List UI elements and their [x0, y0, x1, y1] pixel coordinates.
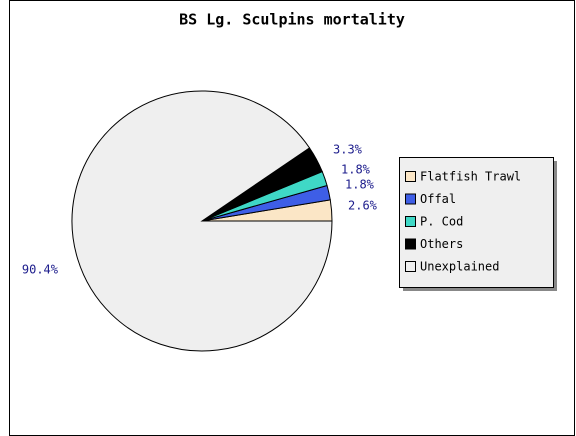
legend-label: Offal — [420, 192, 456, 206]
legend-label: Flatfish Trawl — [420, 170, 521, 184]
chart-title: BS Lg. Sculpins mortality — [179, 11, 405, 29]
data-label: 3.3% — [333, 143, 363, 157]
pie-slice — [71, 90, 333, 352]
legend-swatch — [405, 238, 416, 250]
legend-swatch — [405, 261, 416, 272]
legend-swatch — [405, 171, 416, 182]
legend-label: Others — [420, 237, 463, 251]
legend-label: P. Cod — [420, 215, 463, 229]
data-label: 90.4% — [22, 263, 59, 277]
legend — [399, 157, 554, 288]
data-label: 1.8% — [345, 178, 375, 192]
legend-swatch — [405, 216, 416, 227]
data-label: 2.6% — [348, 199, 378, 213]
legend-label: Unexplained — [420, 260, 499, 274]
data-label: 1.8% — [341, 163, 371, 177]
legend-swatch — [405, 193, 416, 205]
